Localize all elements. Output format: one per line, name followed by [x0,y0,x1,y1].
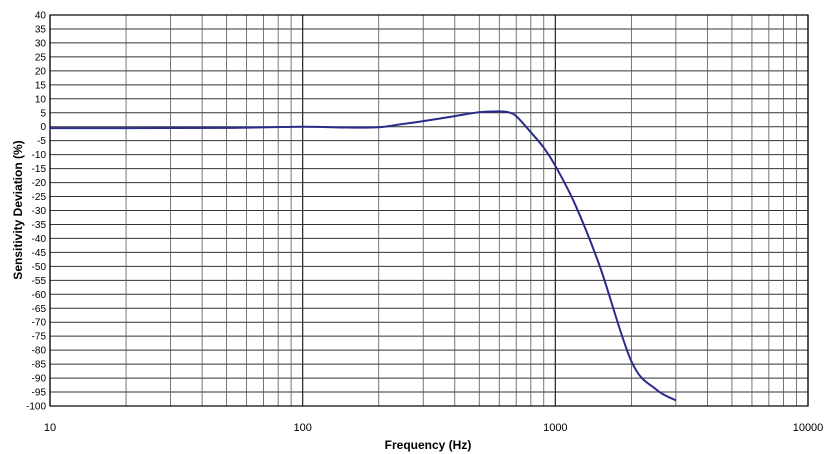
x-tick-labels: 10 100 1000 10000 [44,422,823,434]
y-tick-label: -40 [32,234,47,245]
x-tick-label: 1000 [543,422,567,434]
y-tick-label: -35 [32,220,47,231]
y-tick-label: -75 [32,332,47,343]
y-tick-label: 25 [35,52,47,63]
y-tick-label: 15 [35,80,47,91]
y-tick-label: 20 [35,66,47,77]
y-tick-label: -5 [37,136,46,147]
y-tick-label: 5 [40,108,46,119]
y-tick-label: -50 [32,262,47,273]
y-tick-label: -90 [32,374,47,385]
plot-frame [49,14,809,407]
y-axis-title: Sensitivity Deviation (%) [11,140,25,279]
y-tick-label: -55 [32,276,47,287]
y-tick-label: -95 [32,388,47,399]
y-tick-label: -60 [32,290,47,301]
x-tick-label: 10 [44,422,56,434]
x-tick-label: 100 [293,422,311,434]
y-tick-label: -30 [32,206,47,217]
y-tick-label: -25 [32,192,47,203]
x-axis-title: Frequency (Hz) [385,438,472,452]
y-tick-label: -70 [32,318,47,329]
y-tick-label: -10 [32,150,47,161]
y-tick-label: 10 [35,94,47,105]
y-tick-label: -85 [32,360,47,371]
y-tick-label: 0 [40,122,46,133]
y-tick-label: 35 [35,24,47,35]
y-tick-label: -20 [32,178,47,189]
y-tick-label: -45 [32,248,47,259]
x-tick-label: 10000 [793,422,824,434]
grid [49,14,809,407]
series-layer [49,110,677,402]
y-tick-label: -65 [32,304,47,315]
y-tick-label: 30 [35,38,47,49]
series-line [49,110,677,402]
y-tick-label: 40 [35,11,47,22]
y-tick-labels: 40 35 30 25 20 15 10 5 0 -5 -10 -15 -20 -25 -30 -35 -40 -… [26,11,46,413]
y-tick-label: -100 [26,402,46,413]
y-tick-label: -15 [32,164,47,175]
y-tick-label: -80 [32,346,47,357]
